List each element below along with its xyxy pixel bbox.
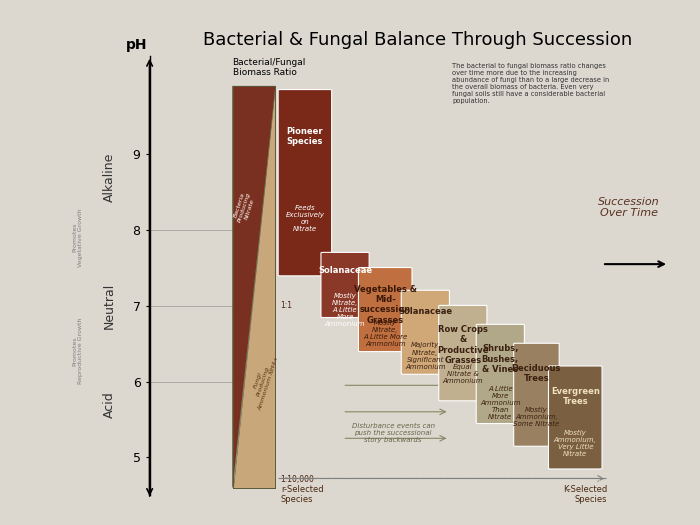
Text: Shrubs,
Bushes,
& Vines: Shrubs, Bushes, & Vines: [482, 344, 519, 374]
FancyBboxPatch shape: [401, 290, 449, 374]
FancyBboxPatch shape: [358, 268, 412, 352]
Text: Promotes
Vegetative Growth: Promotes Vegetative Growth: [72, 208, 83, 267]
Text: Feeds
Exclusively
on
Nitrate: Feeds Exclusively on Nitrate: [286, 205, 324, 232]
FancyBboxPatch shape: [549, 366, 602, 469]
Text: 10,000:1: 10,000:1: [280, 90, 314, 99]
Text: Majority
Nitrate,
Significant
Ammonium: Majority Nitrate, Significant Ammonium: [405, 342, 446, 370]
Text: Deciduous
Trees: Deciduous Trees: [512, 364, 561, 383]
Text: 1:1: 1:1: [280, 301, 292, 310]
Text: Succession
Over Time: Succession Over Time: [598, 196, 659, 218]
Text: Bacterial/Fungal
Biomass Ratio: Bacterial/Fungal Biomass Ratio: [232, 58, 306, 77]
Text: Vegetables &
Mid-
succession
Grasses: Vegetables & Mid- succession Grasses: [354, 285, 416, 325]
Text: K-Selected
Species: K-Selected Species: [563, 485, 608, 504]
Text: Fungi
Producing
Ammonium NH4+: Fungi Producing Ammonium NH4+: [247, 352, 280, 411]
Text: pH: pH: [125, 38, 147, 52]
Text: r-Selected
Species: r-Selected Species: [281, 485, 323, 504]
Text: The bacterial to fungal biomass ratio changes
over time more due to the increasi: The bacterial to fungal biomass ratio ch…: [452, 64, 610, 104]
Text: Alkaline: Alkaline: [103, 152, 116, 202]
FancyBboxPatch shape: [514, 343, 559, 446]
Text: A Little
More
Ammonium
Than
Nitrate: A Little More Ammonium Than Nitrate: [480, 386, 521, 420]
Text: Neutral: Neutral: [103, 282, 116, 329]
Text: Mostly
Nitrate,
A Little
More
Ammonium: Mostly Nitrate, A Little More Ammonium: [325, 292, 365, 327]
FancyBboxPatch shape: [278, 90, 332, 276]
Text: Mostly
Nitrate,
A Little More
Ammonium: Mostly Nitrate, A Little More Ammonium: [363, 320, 407, 347]
FancyBboxPatch shape: [321, 253, 369, 318]
Text: Evergreen
Trees: Evergreen Trees: [551, 387, 600, 406]
Text: Mostly
Ammonium,
Very Little
Nitrate: Mostly Ammonium, Very Little Nitrate: [554, 430, 596, 457]
FancyBboxPatch shape: [439, 306, 487, 401]
Title: Bacterial & Fungal Balance Through Succession: Bacterial & Fungal Balance Through Succe…: [203, 31, 632, 49]
FancyBboxPatch shape: [476, 324, 524, 424]
Text: Acid: Acid: [103, 391, 116, 417]
Polygon shape: [232, 86, 275, 488]
Text: Pioneer
Species: Pioneer Species: [286, 127, 323, 146]
Text: Row Crops
&
Productive
Grasses: Row Crops & Productive Grasses: [437, 324, 489, 365]
Text: Promotes
Reproductive Growth: Promotes Reproductive Growth: [72, 318, 83, 384]
Text: Bacteria
Producing
Nitrate: Bacteria Producing Nitrate: [232, 190, 258, 225]
Text: Equal
Nitrate &
Ammonium: Equal Nitrate & Ammonium: [442, 364, 483, 384]
Text: Mostly
Ammonium,
Some Nitrate: Mostly Ammonium, Some Nitrate: [513, 407, 559, 427]
Text: Solanaceae: Solanaceae: [398, 307, 452, 316]
Text: Solanaceae: Solanaceae: [318, 266, 372, 275]
Text: Disturbance events can
push the successional
story backwards: Disturbance events can push the successi…: [351, 423, 435, 444]
Text: 1:10,000: 1:10,000: [280, 475, 314, 484]
Polygon shape: [232, 86, 275, 488]
